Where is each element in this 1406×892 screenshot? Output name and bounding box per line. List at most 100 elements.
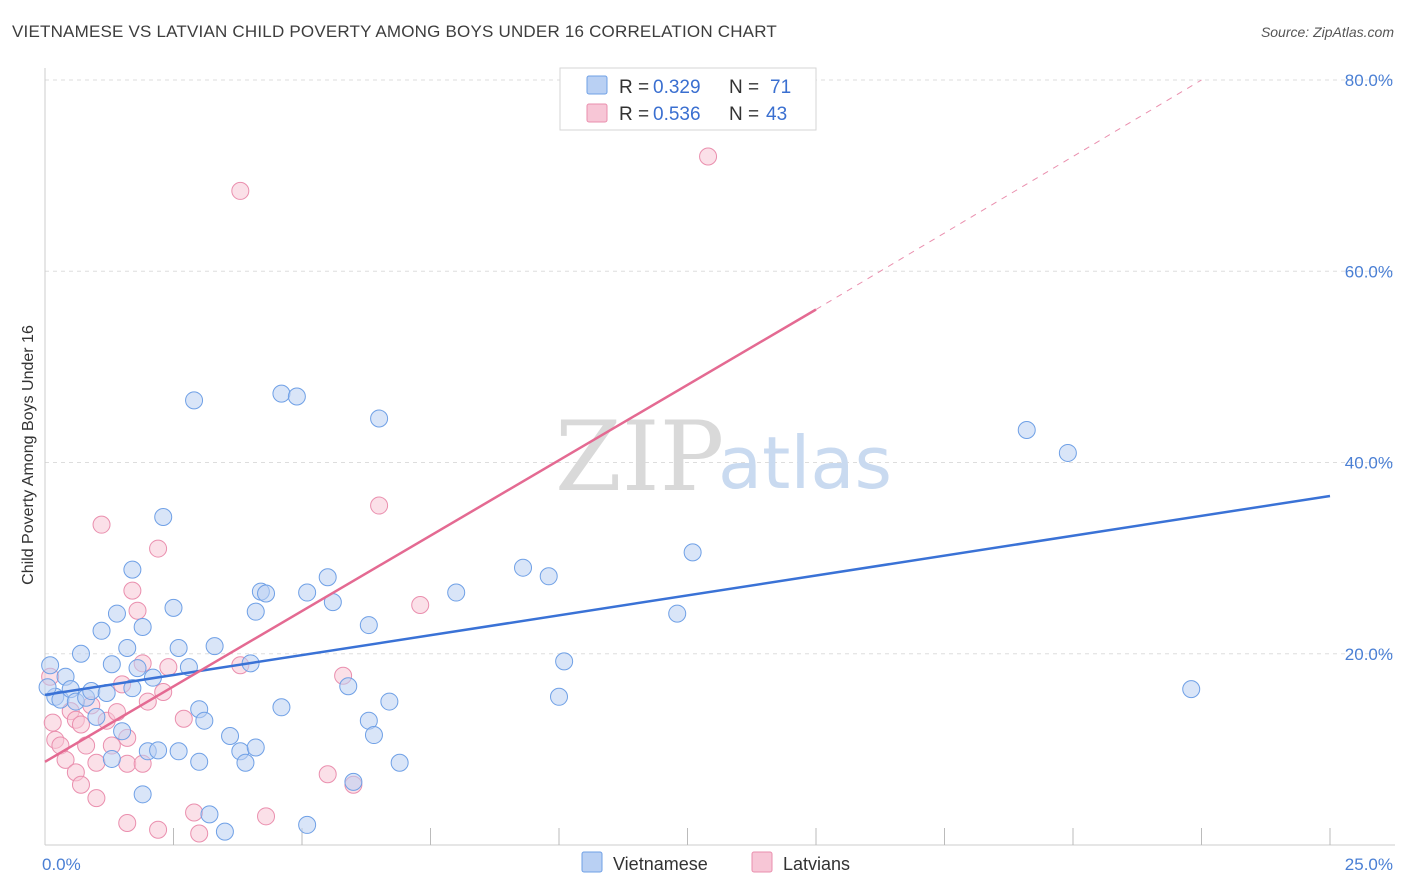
legend-r-label-2: R = — [619, 104, 649, 125]
vietnamese-point-42 — [246, 738, 265, 757]
vietnamese-point-39 — [236, 753, 255, 772]
x-tick-labels: 0.0% 25.0% — [42, 855, 1393, 874]
chart-source: Source: ZipAtlas.com — [1260, 24, 1394, 40]
vietnamese-point-16 — [118, 639, 137, 658]
vietnamese-point-63 — [550, 687, 568, 706]
latvians-point-10 — [77, 736, 96, 755]
bottom-legend-swatch-vietnamese — [581, 851, 603, 873]
vietnamese-point-20 — [133, 617, 152, 636]
vietnamese-point-66 — [683, 543, 702, 562]
vietnamese-point-33 — [195, 711, 214, 730]
series-legend: Vietnamese Latvians — [581, 851, 850, 874]
vietnamese-points — [38, 384, 1201, 841]
vietnamese-trend-line — [44, 494, 1331, 697]
vietnamese-point-60 — [447, 583, 466, 602]
y-tick-label-2: 60.0% — [1345, 262, 1393, 281]
vietnamese-point-65 — [668, 604, 687, 623]
bottom-legend-swatch-latvians — [751, 851, 773, 873]
latvians-point-37 — [318, 765, 337, 784]
vietnamese-point-30 — [185, 391, 204, 410]
vietnamese-point-6 — [71, 644, 90, 663]
vietnamese-point-36 — [215, 822, 234, 841]
vietnamese-point-31 — [190, 752, 209, 771]
latvians-point-9 — [71, 775, 90, 794]
legend-n-value-2: 43 — [766, 104, 787, 125]
vietnamese-point-28 — [169, 639, 188, 658]
vietnamese-point-41 — [246, 602, 265, 621]
watermark: ZIP atlas — [555, 401, 892, 513]
legend-n-label-1: N = — [729, 77, 759, 98]
latvians-point-13 — [87, 753, 106, 772]
vietnamese-point-34 — [200, 805, 219, 824]
vietnamese-point-50 — [318, 568, 337, 587]
latvians-point-8 — [71, 715, 90, 734]
y-tick-label-1: 40.0% — [1345, 454, 1393, 473]
latvians-point-14 — [92, 515, 111, 534]
vietnamese-point-53 — [344, 772, 363, 791]
latvians-point-1 — [43, 713, 62, 732]
latvians-point-23 — [128, 601, 147, 620]
vietnamese-point-10 — [92, 621, 111, 640]
vietnamese-point-58 — [380, 692, 399, 711]
latvians-point-36 — [257, 807, 276, 826]
stats-legend: R = 0.329 N = 71 R = 0.536 N = 43 — [559, 67, 817, 131]
vietnamese-point-44 — [257, 584, 276, 603]
latvians-point-33 — [190, 824, 209, 843]
vietnamese-point-49 — [298, 815, 317, 834]
vietnamese-point-8 — [82, 682, 101, 701]
vietnamese-point-25 — [154, 508, 173, 527]
vietnamese-point-26 — [164, 598, 183, 617]
vietnamese-point-24 — [149, 741, 168, 760]
latvians-point-12 — [87, 789, 106, 808]
latvians-point-41 — [411, 595, 430, 614]
latvians-trend-extension — [815, 79, 1202, 310]
watermark-atlas: atlas — [718, 421, 892, 505]
vietnamese-point-0 — [41, 656, 60, 675]
vietnamese-point-52 — [339, 677, 358, 696]
vietnamese-point-18 — [123, 560, 142, 579]
latvians-point-42 — [699, 147, 718, 166]
legend-n-value-1: 71 — [770, 77, 791, 98]
vietnamese-point-57 — [370, 409, 389, 428]
vietnamese-point-55 — [359, 616, 378, 635]
trend-lines — [44, 79, 1331, 763]
y-axis-label: Child Poverty Among Boys Under 16 — [20, 325, 37, 585]
y-tick-labels: 20.0% 40.0% 60.0% 80.0% — [1345, 71, 1393, 664]
vietnamese-point-35 — [205, 637, 224, 656]
vietnamese-point-61 — [514, 558, 533, 577]
vietnamese-point-59 — [390, 753, 409, 772]
vietnamese-point-48 — [298, 583, 317, 602]
legend-r-value-2: 0.536 — [653, 104, 701, 125]
vietnamese-point-68 — [1058, 443, 1077, 462]
latvians-point-4 — [56, 750, 75, 769]
latvians-trend-line — [44, 308, 817, 763]
latvians-point-20 — [118, 754, 137, 773]
latvians-point-17 — [107, 703, 126, 722]
chart-title: VIETNAMESE VS LATVIAN CHILD POVERTY AMON… — [12, 22, 777, 41]
bottom-legend-vietnamese: Vietnamese — [613, 854, 708, 874]
vietnamese-point-15 — [113, 722, 132, 741]
vietnamese-point-14 — [107, 604, 126, 623]
latvians-point-31 — [174, 709, 193, 728]
legend-n-label-2: N = — [729, 104, 759, 125]
vietnamese-point-27 — [169, 742, 188, 761]
vietnamese-point-56 — [364, 726, 383, 745]
vietnamese-point-47 — [287, 387, 306, 406]
vietnamese-point-13 — [102, 655, 121, 674]
vietnamese-point-12 — [102, 749, 121, 768]
y-tick-label-0: 20.0% — [1345, 645, 1393, 664]
legend-swatch-vietnamese — [586, 75, 608, 95]
latvians-point-22 — [123, 581, 142, 600]
watermark-zip: ZIP — [555, 401, 724, 513]
vietnamese-point-21 — [133, 785, 152, 804]
vietnamese-point-46 — [272, 698, 291, 717]
vietnamese-point-45 — [272, 384, 291, 403]
axes — [44, 68, 1395, 846]
latvians-point-30 — [159, 658, 178, 677]
latvians-point-28 — [149, 539, 168, 558]
legend-r-label-1: R = — [619, 77, 649, 98]
y-tick-label-3: 80.0% — [1345, 71, 1393, 90]
latvians-point-21 — [118, 814, 137, 833]
x-tick-label-0: 0.0% — [42, 855, 81, 874]
